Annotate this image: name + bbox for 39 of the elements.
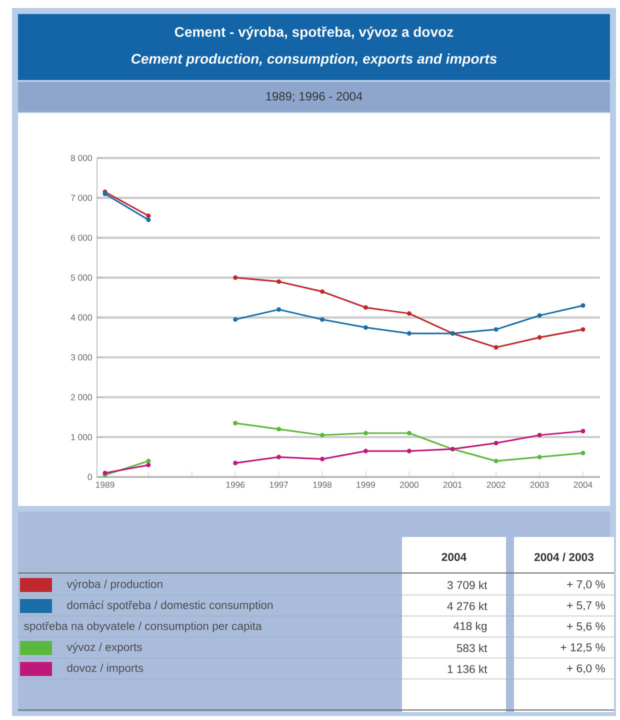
text: 418 kg	[454, 622, 487, 632]
legend-label: výroba / production	[66, 580, 162, 590]
x-tick-label: 2002	[486, 482, 506, 488]
x-tick-label: 2003	[530, 482, 549, 488]
x-tick-label: 1996	[226, 482, 245, 488]
text: 583 kt	[456, 644, 488, 652]
text: + 5,6 %	[567, 622, 605, 632]
text: 1989; 1996 - 2004	[266, 92, 362, 102]
text: 3 709 kt	[447, 580, 488, 590]
y-tick-label: 2 000	[71, 394, 92, 400]
chart-subtitle: Cement production, consumption, exports and imports	[132, 53, 497, 67]
legend-label: vývoz / exports	[66, 642, 142, 654]
y-tick-label: 6 000	[71, 234, 92, 241]
y-tick-label: 0	[88, 474, 92, 480]
x-tick-label: 1998	[313, 482, 332, 488]
y-tick-label: 7 000	[71, 194, 92, 201]
text: + 6,0 %	[567, 664, 605, 674]
text: 1 136 kt	[448, 664, 488, 674]
text: spotřeba na obyvatele / consumption per capita	[24, 622, 262, 632]
text: 2004 / 2003	[534, 552, 594, 562]
legend-label: dovoz / imports	[67, 664, 144, 674]
x-tick-label: 2004	[574, 482, 592, 488]
text: 2004	[442, 552, 467, 561]
x-tick-label: 1989	[96, 482, 114, 488]
text: 4 276 kt	[447, 602, 488, 610]
y-tick-label: 3 000	[70, 354, 92, 360]
y-tick-label: 5 000	[70, 274, 92, 281]
y-tick-label: 4 000	[70, 314, 92, 321]
x-tick-label: 1997	[270, 482, 288, 488]
text: + 5,7 %	[567, 601, 605, 611]
chart-title: Cement - výroba, spotřeba, vývoz a dovoz	[174, 26, 454, 40]
y-tick-label: 8 000	[70, 154, 92, 162]
legend-label: domácí spotřeba / domestic consumption	[67, 600, 273, 612]
y-tick-label: 1 000	[71, 434, 92, 440]
text: + 7,0 %	[567, 580, 605, 590]
x-tick-label: 2001	[443, 482, 462, 488]
text: + 12,5 %	[560, 643, 605, 653]
x-tick-label: 2000	[400, 482, 418, 488]
x-tick-label: 1999	[356, 482, 375, 488]
